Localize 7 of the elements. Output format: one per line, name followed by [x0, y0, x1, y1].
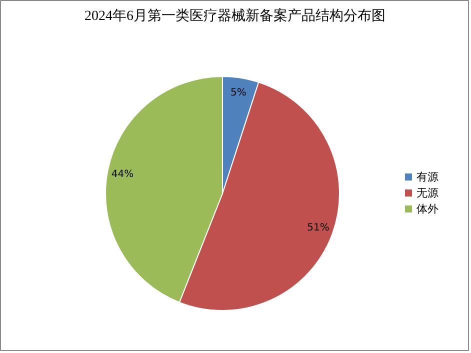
legend-label: 体外	[416, 202, 438, 216]
chart-title: 2024年6月第一类医疗器械新备案产品结构分布图	[84, 7, 386, 24]
data-label: 44%	[111, 168, 134, 180]
data-label: 5%	[230, 87, 246, 98]
legend-label: 有源	[416, 170, 438, 184]
legend-label: 无源	[416, 186, 438, 200]
data-label: 51%	[307, 222, 330, 234]
